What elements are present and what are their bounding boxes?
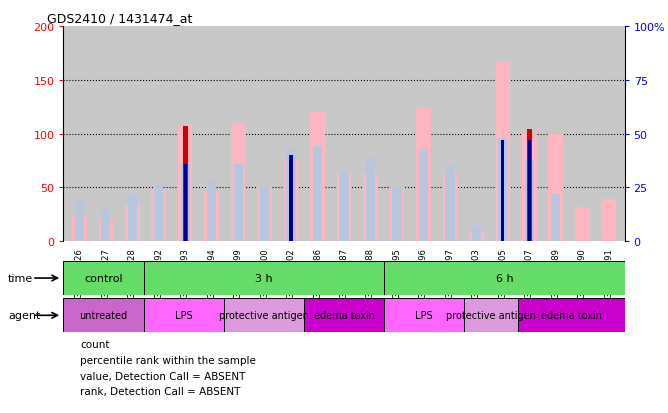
Bar (99, 220, 113, 242)
Text: edema toxin: edema toxin (540, 311, 602, 320)
Bar (101, 209, 110, 242)
Bar (204, 192, 219, 242)
Bar (363, 174, 378, 242)
Bar (384, 261, 625, 295)
Bar (284, 160, 299, 242)
Bar (384, 299, 464, 332)
Bar (125, 205, 140, 242)
Bar (257, 188, 272, 242)
Bar (144, 299, 224, 332)
Text: LPS: LPS (415, 311, 433, 320)
Bar (178, 127, 192, 242)
Text: agent: agent (8, 311, 40, 320)
Bar (496, 62, 510, 242)
Bar (575, 207, 590, 242)
Bar (234, 164, 242, 242)
Text: protective antigen: protective antigen (219, 311, 309, 320)
Bar (389, 188, 404, 242)
Bar (75, 203, 84, 242)
Bar (416, 107, 431, 242)
Bar (522, 134, 536, 242)
Bar (469, 231, 484, 242)
Text: percentile rank within the sample: percentile rank within the sample (80, 355, 256, 365)
Bar (443, 172, 457, 242)
Text: 6 h: 6 h (496, 273, 513, 283)
Text: GDS2410 / 1431474_at: GDS2410 / 1431474_at (47, 12, 192, 25)
Text: LPS: LPS (175, 311, 192, 320)
Bar (472, 227, 481, 242)
Bar (527, 130, 532, 242)
Bar (183, 127, 188, 242)
Text: untreated: untreated (79, 311, 128, 320)
Bar (152, 190, 166, 242)
Bar (392, 188, 401, 242)
Text: control: control (84, 273, 123, 283)
Bar (518, 299, 625, 332)
Bar (464, 299, 518, 332)
Bar (63, 299, 144, 332)
Bar (528, 141, 531, 242)
Bar (72, 216, 87, 242)
Text: edema toxin: edema toxin (313, 311, 375, 320)
Bar (310, 113, 325, 242)
Bar (501, 141, 504, 242)
Bar (289, 156, 293, 242)
Text: value, Detection Call = ABSENT: value, Detection Call = ABSENT (80, 371, 246, 381)
Bar (289, 162, 293, 242)
Text: 3 h: 3 h (255, 273, 273, 283)
Bar (551, 195, 560, 242)
Text: time: time (8, 273, 33, 283)
Bar (231, 123, 245, 242)
Bar (224, 299, 304, 332)
Bar (287, 149, 296, 242)
Bar (63, 261, 144, 295)
Bar (498, 138, 508, 242)
Bar (260, 188, 269, 242)
Bar (184, 164, 187, 242)
Bar (313, 147, 322, 242)
Bar (144, 261, 384, 295)
Bar (154, 186, 164, 242)
Bar (128, 195, 137, 242)
Bar (548, 134, 563, 242)
Bar (339, 171, 349, 242)
Bar (446, 166, 454, 242)
Bar (207, 181, 216, 242)
Text: rank, Detection Call = ABSENT: rank, Detection Call = ABSENT (80, 387, 240, 396)
Bar (337, 172, 351, 242)
Bar (304, 299, 384, 332)
Text: protective antigen: protective antigen (446, 311, 536, 320)
Bar (419, 149, 428, 242)
Bar (524, 160, 534, 242)
Bar (180, 164, 190, 242)
Text: count: count (80, 339, 110, 349)
Bar (601, 200, 616, 242)
Bar (366, 158, 375, 242)
